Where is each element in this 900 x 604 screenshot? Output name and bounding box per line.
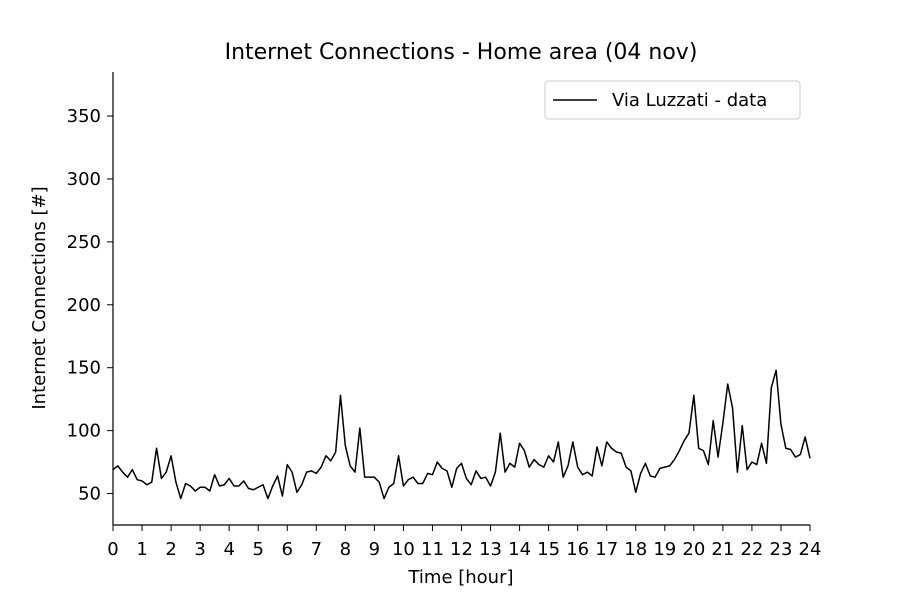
x-tick-label: 11 [421, 539, 444, 560]
x-tick-label: 6 [282, 539, 293, 560]
x-tick-label: 8 [340, 539, 351, 560]
y-tick-label: 50 [78, 484, 101, 505]
x-tick-label: 2 [165, 539, 176, 560]
x-tick-label: 0 [107, 539, 118, 560]
x-tick-label: 19 [653, 539, 676, 560]
x-tick-label: 1 [136, 539, 147, 560]
x-tick-label: 4 [223, 539, 234, 560]
x-tick-label: 9 [369, 539, 380, 560]
x-tick-label: 7 [311, 539, 322, 560]
series-line [112, 369, 811, 500]
y-tick-label: 300 [67, 169, 101, 190]
x-tick-label: 18 [624, 539, 647, 560]
legend: Via Luzzati - data [544, 80, 801, 120]
x-tick-label: 14 [508, 539, 531, 560]
x-axis-label: Time [hour] [407, 567, 513, 588]
x-tick-label: 20 [682, 539, 705, 560]
chart-title: Internet Connections - Home area (04 nov… [225, 40, 698, 65]
x-tick-label: 23 [770, 539, 793, 560]
y-tick-label: 200 [67, 295, 101, 316]
y-tick-label: 250 [67, 232, 101, 253]
x-tick-label: 16 [566, 539, 589, 560]
x-tick-label: 24 [799, 539, 822, 560]
x-tick-label: 3 [194, 539, 205, 560]
x-tick-label: 15 [537, 539, 560, 560]
y-tick-label: 350 [67, 106, 101, 127]
ticks: 0 1 2 3 4 5 6 7 8 9 10 11 12 13 14 15 16 17 18 19 20 21 22 23 24… [67, 106, 822, 560]
x-tick-label: 10 [392, 539, 415, 560]
y-axis-label: Internet Connections [#] [29, 186, 50, 409]
y-tick-label: 100 [67, 421, 101, 442]
x-tick-label: 5 [252, 539, 263, 560]
legend-label: Via Luzzati - data [612, 90, 767, 111]
x-tick-label: 22 [740, 539, 763, 560]
y-tick-label: 150 [67, 358, 101, 379]
legend-box [544, 80, 801, 120]
x-tick-label: 13 [479, 539, 502, 560]
x-tick-label: 17 [595, 539, 618, 560]
x-tick-label: 12 [450, 539, 473, 560]
x-tick-label: 21 [711, 539, 734, 560]
